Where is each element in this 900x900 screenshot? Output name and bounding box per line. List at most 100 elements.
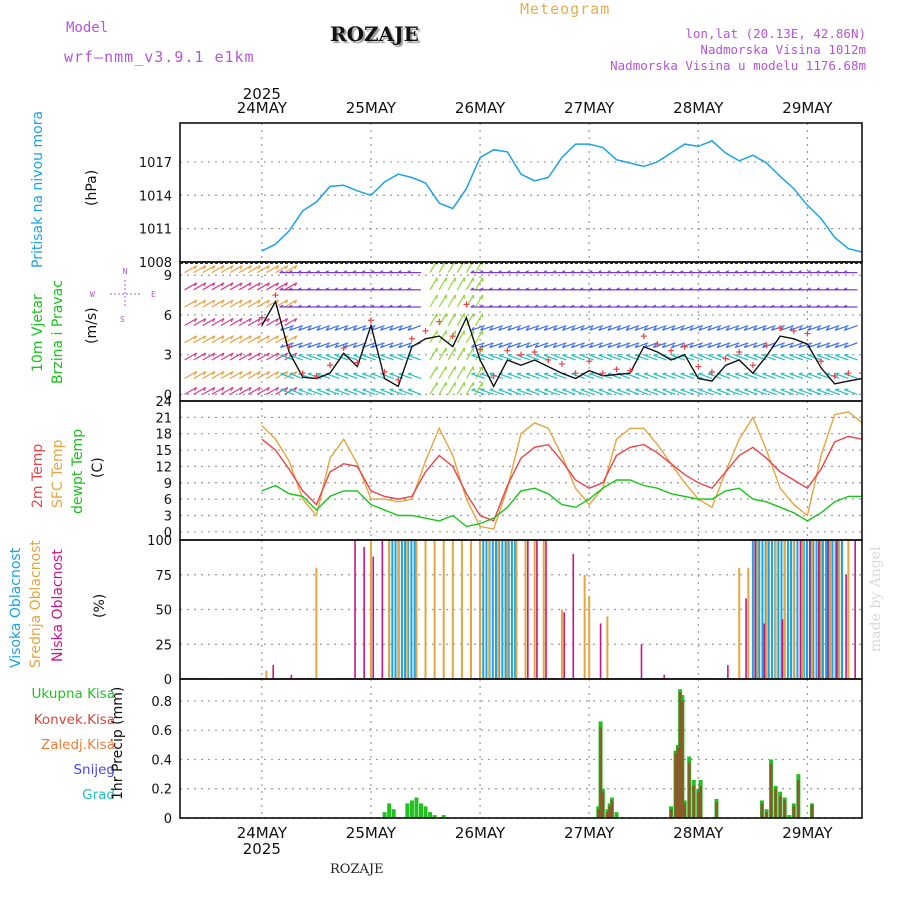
wind-arrow xyxy=(229,318,243,327)
wind-arrow xyxy=(193,318,207,327)
wind-arrow xyxy=(653,354,667,361)
day-label-bottom-4: 28MAY xyxy=(673,824,724,842)
wind-arrowhead xyxy=(307,388,312,391)
wind-arrowhead xyxy=(743,304,748,308)
wind-arrow xyxy=(498,373,513,380)
wind-arrowhead xyxy=(362,372,367,375)
legend-conv-precip: Konvek.Kisa xyxy=(33,712,115,728)
wind-arrowhead xyxy=(607,388,612,391)
wind-arrowhead xyxy=(753,388,758,391)
wind-gust-marker xyxy=(381,368,388,375)
wind-arrowhead xyxy=(552,270,557,274)
wind-arrowhead xyxy=(752,326,757,331)
wind-arrowhead xyxy=(562,353,567,356)
wind-arrow xyxy=(371,389,385,395)
wind-arrow xyxy=(193,352,207,361)
wind-arrowhead xyxy=(307,344,311,348)
wind-arrow xyxy=(343,324,358,331)
wind-arrow xyxy=(334,324,349,331)
wind-arrowhead xyxy=(652,344,657,348)
wind-arrowhead xyxy=(688,304,693,308)
wind-arrow xyxy=(456,313,465,326)
day-label-bottom-3: 27MAY xyxy=(564,824,615,842)
wind-arrowhead xyxy=(735,372,740,375)
wind-arrow xyxy=(275,386,288,395)
wind-arrowhead xyxy=(398,344,402,348)
wind-arrowhead xyxy=(239,265,243,270)
wind-arrow xyxy=(516,324,531,331)
wind-arrowhead xyxy=(470,287,475,291)
wind-arrowhead xyxy=(297,287,302,291)
wind-arrowhead xyxy=(285,318,289,323)
wind-arrowhead xyxy=(844,353,849,356)
wind-arrowhead xyxy=(489,353,494,356)
wind-arrow xyxy=(771,342,785,349)
wind-gust-marker xyxy=(627,367,634,374)
wind-arrow xyxy=(389,389,403,395)
wind-arrowhead xyxy=(616,344,621,348)
wind-arrow xyxy=(438,277,447,291)
wind-arrowhead xyxy=(552,304,557,308)
wind-arrow xyxy=(825,354,840,361)
wind-arrowhead xyxy=(230,265,234,270)
wind-arrowhead xyxy=(770,270,775,274)
wind-arrowhead xyxy=(239,299,243,304)
wind-gust-marker xyxy=(545,356,552,363)
wind-arrow xyxy=(475,277,484,291)
wind-arrow xyxy=(193,386,207,395)
wind-arrow xyxy=(184,352,197,361)
wind-arrow xyxy=(698,354,713,361)
wind-arrow xyxy=(716,389,731,395)
wind-arrow xyxy=(247,282,261,291)
wind-arrowhead xyxy=(324,304,329,308)
wind-arrow xyxy=(429,294,438,308)
wind-arrowhead xyxy=(194,387,198,392)
wind-gust-marker xyxy=(504,347,511,354)
wind-arrowhead xyxy=(671,388,676,391)
wind-arrowhead xyxy=(780,372,785,375)
wind-arrowhead xyxy=(203,282,207,287)
wind-arrowhead xyxy=(535,388,540,391)
wind-arrow xyxy=(589,389,604,395)
wind-arrow xyxy=(465,347,474,361)
wind-arrow xyxy=(816,354,831,361)
wind-arrow xyxy=(238,282,252,291)
wind-arrowhead xyxy=(471,326,475,331)
wind-arrow xyxy=(580,324,594,331)
wind-arrowhead xyxy=(497,304,502,308)
wind-arrow xyxy=(680,389,694,395)
total-precip-bar xyxy=(382,812,387,818)
legend-frozen-precip: Zaledj.Kisa xyxy=(40,737,115,753)
wind-arrow xyxy=(480,389,494,395)
wind-arrowhead xyxy=(361,287,366,291)
wind-arrowhead xyxy=(397,270,402,274)
wind-arrowhead xyxy=(497,287,502,291)
wind-arrowhead xyxy=(834,287,839,291)
wind-arrowhead xyxy=(634,287,639,291)
wind-arrowhead xyxy=(507,353,512,356)
wind-arrow xyxy=(343,373,358,380)
temp2m-line xyxy=(261,435,862,522)
wind-arrowhead xyxy=(524,270,529,274)
wind-arrow xyxy=(202,265,216,274)
wind-arrow xyxy=(229,370,243,380)
wind-arrow xyxy=(202,352,216,361)
wind-arrowhead xyxy=(294,387,298,392)
wind-arrow xyxy=(571,342,585,349)
wind-arrow xyxy=(362,324,376,331)
wind-arrowhead xyxy=(361,304,366,308)
wind-gust-marker xyxy=(708,368,715,375)
wind-arrowhead xyxy=(488,270,493,274)
wind-gust-marker xyxy=(845,370,852,377)
wind-arrowhead xyxy=(824,304,830,308)
wind-arrow xyxy=(456,277,465,291)
wind-arrow xyxy=(193,265,207,274)
wind-arrowhead xyxy=(561,270,566,274)
wind-arrowhead xyxy=(480,353,485,356)
wind-arrowhead xyxy=(380,353,385,356)
wind-arrowhead xyxy=(288,287,293,291)
wind-arrow xyxy=(211,265,225,274)
wind-arrowhead xyxy=(661,270,666,274)
wind-arrow xyxy=(707,342,722,349)
wind-arrowhead xyxy=(362,388,367,391)
